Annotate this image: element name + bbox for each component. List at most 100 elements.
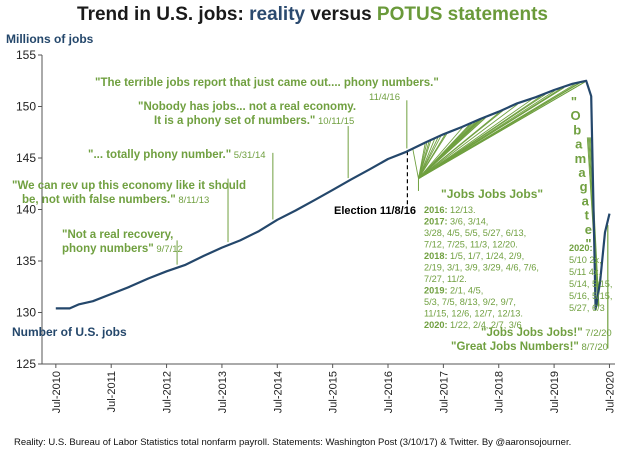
jobs-dates-line: 2018: 1/5, 1/7, 1/24, 2/9, [424, 251, 524, 261]
quote-2016: "The terrible jobs report that just came… [95, 77, 439, 89]
obamagate-letter: t [585, 208, 590, 223]
jobs-dates-text: 3/28, 4/5, 5/5, 5/27, 6/13, [424, 228, 526, 238]
series-label: Number of U.S. jobs [12, 325, 127, 339]
jobs-dates-text: 2/19, 3/1, 3/9, 3/29, 4/6, 7/6, [424, 263, 539, 273]
quote-2016-date: 11/4/16 [369, 92, 400, 103]
quote-2015-line1: "Nobody has jobs... not a real economy. [138, 101, 356, 113]
obamagate-date: 5/14, 5/15, [569, 279, 612, 289]
jobs-dates-line: 7/12, 7/25, 11/3, 12/20. [424, 240, 518, 250]
jobs-heading: "Jobs Jobs Jobs" [441, 187, 543, 201]
title-potus: POTUS statements [376, 4, 548, 25]
x-tick-label: Jul-2017 [438, 371, 450, 413]
title-reality: reality [249, 4, 306, 25]
x-tick-label: Jul-2020 [604, 371, 616, 413]
jobs-dates-text: 3/6, 3/14, [448, 217, 489, 227]
jobs-dates-text: 5/3, 7/5, 8/13, 9/2, 9/7, [424, 297, 516, 307]
jobs-dates-text: 2/1, 4/5, [448, 286, 484, 296]
y-tick-label: 125 [16, 357, 36, 371]
quote-2013-line2: be, not with false numbers." 8/11/13 [22, 194, 209, 206]
final-quote-date: 7/2/20 [583, 328, 612, 339]
obamagate-letter: " [571, 94, 577, 109]
obamagate-letter: O [571, 108, 581, 123]
jobs-dates-line: 11/15, 12/6, 12/7, 12/13. [424, 309, 523, 319]
quote-2014-date: 5/31/14 [231, 150, 265, 161]
obamagate-letter: m [575, 151, 587, 166]
quote-2013-text: be, not with false numbers." [22, 194, 176, 206]
title-part-3: versus [305, 4, 377, 25]
jobs-dates-text: 7/27, 11/2. [424, 274, 467, 284]
obamagate-date: 5/16, 5/15, [569, 291, 612, 301]
obamagate-date: 2020: [569, 243, 593, 253]
jobs-dates-year: 2019: [424, 286, 448, 296]
jobs-statement-line [418, 103, 518, 179]
election-label: Election 11/8/16 [334, 205, 416, 217]
quote-2014-text: "... totally phony number." [88, 149, 231, 161]
quote-2012-text: phony numbers" [62, 243, 154, 255]
jobs-dates-text: 11/15, 12/6, 12/7, 12/13. [424, 309, 523, 319]
jobs-dates-year: 2020: [424, 320, 448, 330]
x-tick-label: Jul-2016 [383, 371, 395, 413]
jobs-statement-line [418, 140, 432, 179]
jobs-series-line [55, 79, 611, 311]
jobs-statement-line [418, 81, 585, 179]
obamagate-letter: a [582, 193, 590, 208]
jobs-dates-year: 2016: [424, 205, 448, 215]
jobs-dates-line: 3/28, 4/5, 5/5, 5/27, 6/13, [424, 228, 526, 238]
y-axis-label: Millions of jobs [6, 32, 94, 46]
x-tick-label: Jul-2010 [51, 371, 63, 413]
jobs-statement-line [418, 127, 463, 179]
quote-2014: "... totally phony number." 5/31/14 [88, 149, 266, 161]
quote-2013-line1: "We can rev up this economy like it shou… [12, 180, 246, 192]
obamagate-date: 5/10 2x, [569, 255, 602, 265]
title-part-1: Trend in U.S. jobs: [77, 4, 250, 25]
y-tick-label: 135 [16, 254, 36, 268]
obamagate-letter: a [575, 137, 583, 152]
x-tick-label: Jul-2019 [549, 371, 561, 413]
jobs-dates-text: 1/5, 1/7, 1/24, 2/9, [448, 251, 525, 261]
final-quote-text: "Jobs Jobs Jobs!" [481, 327, 583, 339]
jobs-dates-text: 12/13. [448, 205, 476, 215]
x-tick-label: Jul-2011 [106, 371, 118, 412]
jobs-dates-text: 1/22, 2/4, 2/7, 3/6 [448, 320, 522, 330]
obamagate-letter: b [573, 122, 581, 137]
quote-2012-line2: phony numbers" 9/7/12 [62, 243, 183, 255]
jobs-dates-line: 2019: 2/1, 4/5, [424, 286, 483, 296]
jobs-statement-line [418, 136, 442, 179]
jobs-dates-year: 2018: [424, 251, 448, 261]
x-tick-label: Jul-2013 [217, 371, 229, 413]
obamagate-letter: e [585, 222, 592, 237]
obamagate-letter: " [585, 236, 591, 251]
jobs-statement-line [418, 117, 486, 179]
quote-2015-line2: It is a phony set of numbers." 10/11/15 [154, 115, 354, 127]
final-quote: "Jobs Jobs Jobs!" 7/2/20 [481, 327, 612, 339]
x-tick-label: Jul-2015 [328, 371, 340, 413]
jobs-statement-line [418, 110, 503, 179]
x-tick-label: Jul-2014 [272, 371, 284, 413]
jobs-dates-line: 2020: 1/22, 2/4, 2/7, 3/6 [424, 320, 522, 330]
quote-2015-date: 10/11/15 [315, 116, 354, 127]
jobs-dates-line: 5/3, 7/5, 8/13, 9/2, 9/7, [424, 297, 516, 307]
quote-2012-line1: "Not a real recovery, [62, 229, 173, 241]
jobs-statement-line [412, 149, 419, 179]
quote-2012-date: 9/7/12 [154, 244, 183, 255]
y-tick-label: 130 [16, 306, 36, 320]
y-tick-label: 150 [16, 100, 36, 114]
final-quote-date: 8/7/20 [579, 342, 608, 353]
jobs-dates-line: 2016: 12/13. [424, 205, 476, 215]
quote-2013-date: 8/11/13 [176, 195, 210, 206]
jobs-dates-line: 2/19, 3/1, 3/9, 3/29, 4/6, 7/6, [424, 263, 539, 273]
jobs-statement-line [418, 133, 448, 179]
obamagate-date: 5/27, 6/3 [569, 303, 605, 313]
y-tick-label: 155 [16, 48, 36, 62]
x-tick-label: Jul-2018 [494, 371, 506, 413]
obamagate-letter: g [580, 179, 588, 194]
jobs-dates-text: 7/12, 7/25, 11/3, 12/20. [424, 240, 518, 250]
obamagate-letter: a [578, 165, 586, 180]
obamagate-date: 5/11 4x, [569, 267, 601, 277]
y-tick-label: 145 [16, 151, 36, 165]
x-tick-label: Jul-2012 [162, 371, 174, 413]
jobs-dates-line: 2017: 3/6, 3/14, [424, 217, 488, 227]
source-note: Reality: U.S. Bureau of Labor Statistics… [14, 437, 571, 448]
jobs-dates-line: 7/27, 11/2. [424, 274, 467, 284]
